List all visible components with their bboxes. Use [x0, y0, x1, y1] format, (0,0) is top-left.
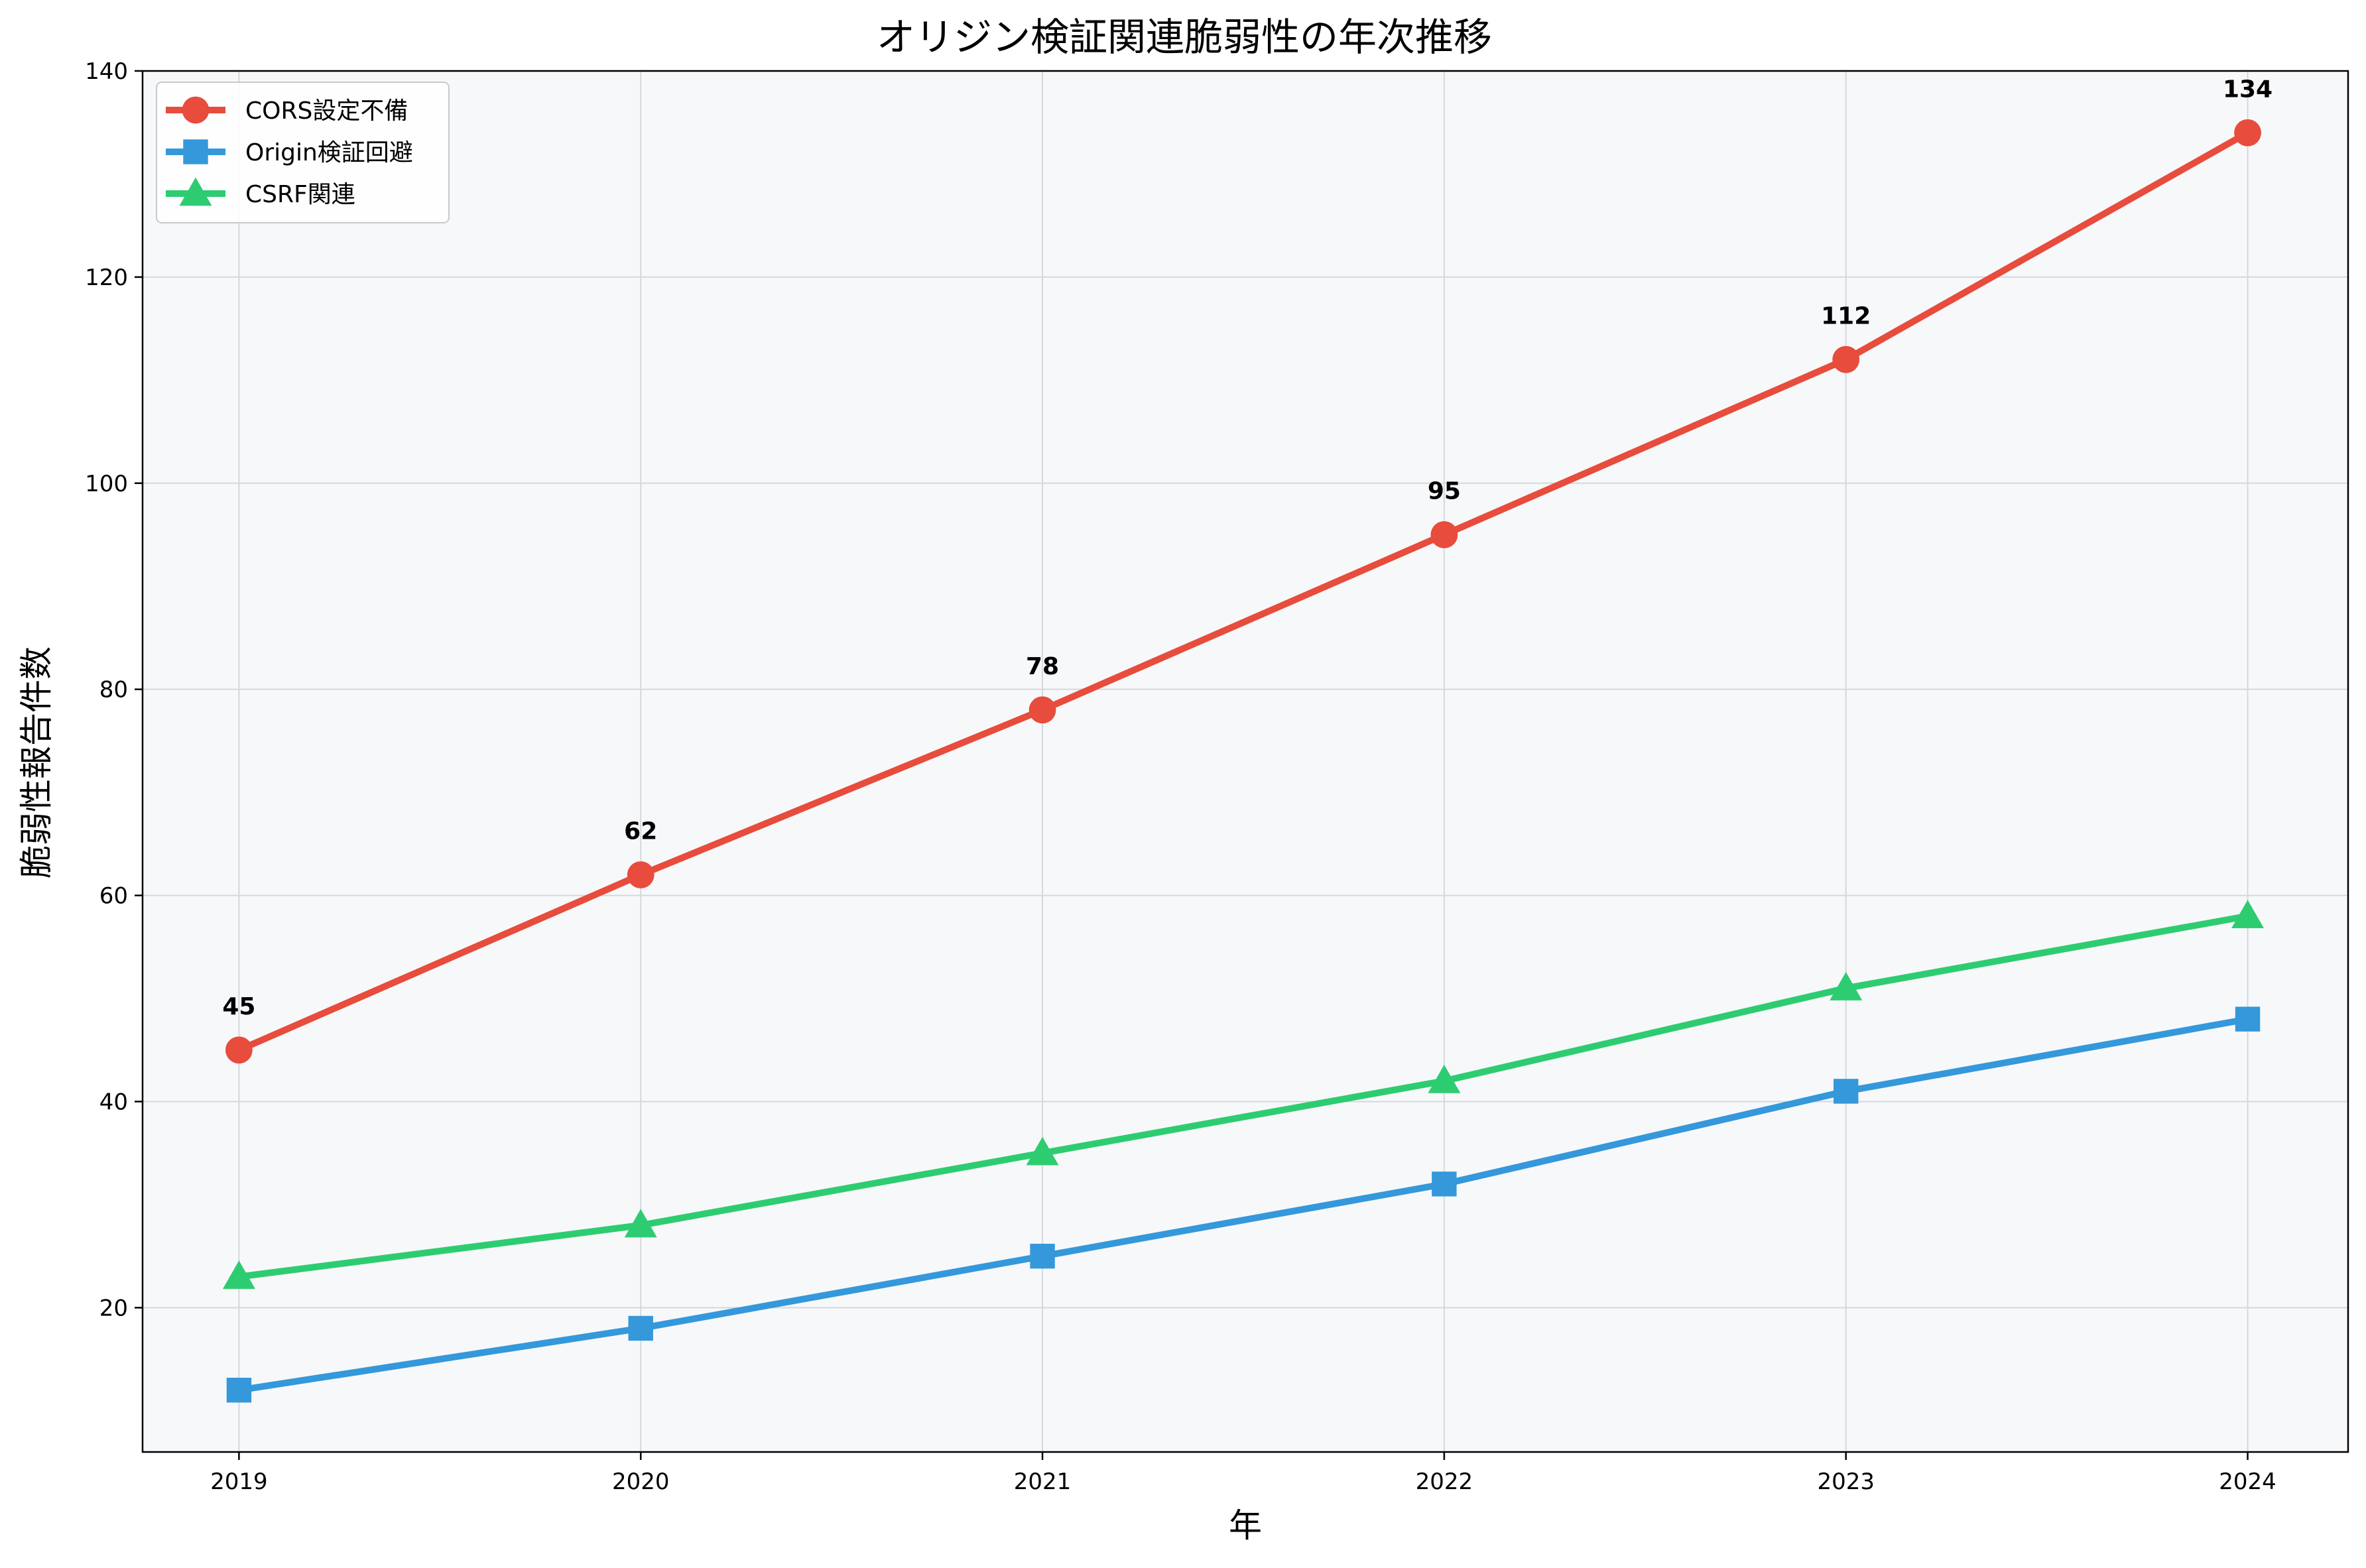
y-tick-label: 80	[99, 677, 128, 703]
legend-entry: CORS設定不備	[245, 97, 408, 125]
y-tick-label: 40	[99, 1089, 128, 1115]
series-line-2	[235, 1016, 2251, 1394]
x-tick-label: 2019	[210, 1469, 268, 1495]
chart-title: オリジン検証関連脆弱性の年次推移	[877, 15, 1492, 60]
data-label: 78	[1026, 653, 1059, 680]
x-axis-label: 年	[1229, 1506, 1262, 1545]
y-tick-label: 140	[85, 58, 128, 85]
data-point	[624, 1209, 657, 1238]
legend-entry: CSRF関連	[245, 181, 355, 208]
legend-entry: Origin検証回避	[245, 139, 413, 166]
axis-ticks: 2019 2020 2021 2022 2023 2024 20 40 60 80 100 120 14…	[85, 58, 2276, 1495]
data-label: 62	[624, 817, 657, 845]
x-tick-label: 2020	[612, 1469, 670, 1495]
y-tick-label: 100	[85, 471, 128, 497]
data-point	[222, 1260, 255, 1290]
data-point	[1830, 972, 1863, 1000]
data-point	[1028, 696, 1056, 724]
y-axis-label: 脆弱性報告件数	[17, 646, 56, 878]
data-point	[2231, 900, 2265, 929]
x-tick-label: 2022	[1416, 1469, 1473, 1495]
series-layer	[222, 119, 2265, 1403]
plot-frame	[141, 70, 2349, 1453]
grid	[143, 70, 2348, 1452]
legend-marker	[179, 177, 212, 206]
data-point	[1430, 521, 1458, 548]
data-label: 134	[2223, 76, 2273, 103]
data-point	[1030, 1243, 1055, 1269]
x-tick-label: 2021	[1014, 1469, 1072, 1495]
series-line-3	[235, 912, 2251, 1280]
x-tick-label: 2024	[2219, 1469, 2276, 1495]
data-label: 45	[222, 993, 255, 1020]
data-label: 112	[1821, 302, 1871, 330]
legend-box	[156, 82, 450, 223]
x-tick-label: 2023	[1817, 1469, 1875, 1495]
legend: CORS設定不備 Origin検証回避 CSRF関連	[156, 82, 450, 223]
legend-marker	[183, 139, 208, 164]
data-point	[226, 1378, 252, 1403]
y-tick-label: 20	[99, 1295, 128, 1321]
data-point	[628, 1315, 653, 1341]
data-point	[2234, 119, 2261, 147]
data-point	[1026, 1136, 1059, 1166]
data-point	[1834, 1079, 1859, 1104]
data-point	[1832, 345, 1860, 373]
series-line-1	[235, 129, 2251, 1054]
data-point	[225, 1036, 253, 1064]
data-labels: 45 62 78 95 112 134	[222, 76, 2273, 1020]
y-tick-label: 120	[85, 265, 128, 291]
legend-marker	[182, 96, 210, 124]
data-label: 95	[1428, 478, 1461, 505]
y-tick-label: 60	[99, 883, 128, 910]
data-point	[1432, 1172, 1457, 1197]
data-point	[2235, 1006, 2261, 1032]
data-point	[1428, 1064, 1461, 1093]
data-point	[627, 861, 654, 888]
